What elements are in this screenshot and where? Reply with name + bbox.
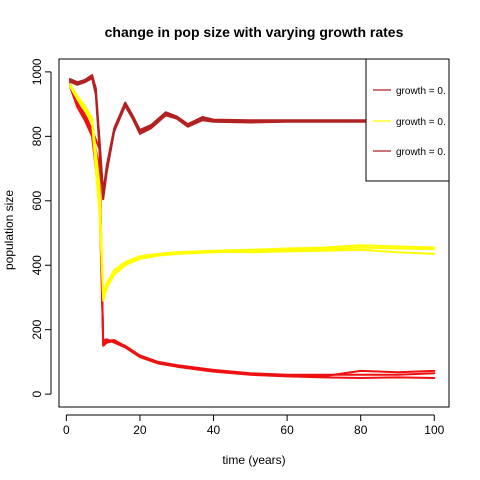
y-tick-label: 400 bbox=[30, 255, 44, 275]
x-tick-label: 0 bbox=[63, 423, 70, 437]
y-tick-label: 1000 bbox=[30, 58, 44, 85]
chart-title: change in pop size with varying growth r… bbox=[105, 24, 404, 40]
series-line-9 bbox=[69, 74, 436, 194]
x-tick-label: 20 bbox=[133, 423, 147, 437]
y-tick-label: 200 bbox=[30, 319, 44, 339]
legend-label-3: growth = 0. bbox=[396, 147, 446, 158]
plot-frame bbox=[58, 58, 450, 408]
y-tick-label: 800 bbox=[30, 126, 44, 146]
y-axis-label: population size bbox=[2, 190, 16, 270]
x-tick-label: 100 bbox=[424, 423, 444, 437]
series-layer bbox=[69, 74, 436, 379]
legend: growth = 0. growth = 0. growth = 0. bbox=[365, 58, 450, 182]
legend-box bbox=[365, 58, 450, 182]
x-tick-label: 40 bbox=[207, 423, 221, 437]
y-tick-label: 600 bbox=[30, 190, 44, 210]
x-axis-label: time (years) bbox=[222, 453, 285, 467]
x-tick-label: 80 bbox=[354, 423, 368, 437]
x-tick-label: 60 bbox=[280, 423, 294, 437]
series-line-6 bbox=[69, 83, 436, 296]
y-tick-label: 0 bbox=[30, 390, 44, 397]
legend-label-2: growth = 0. bbox=[396, 117, 446, 128]
legend-label-1: growth = 0. bbox=[396, 86, 446, 97]
